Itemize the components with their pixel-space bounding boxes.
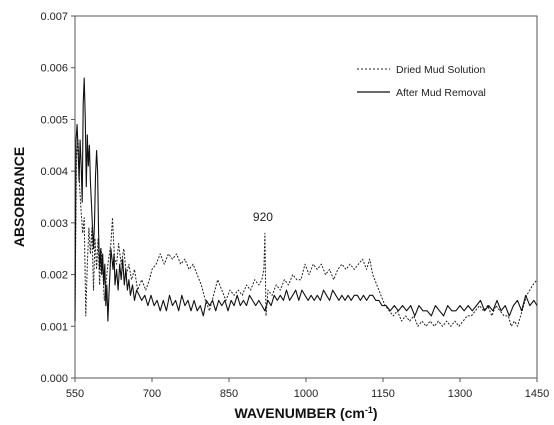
x-tick-label: 700: [143, 388, 161, 400]
y-tick-label: 0.007: [40, 11, 68, 23]
y-tick-label: 0.002: [40, 270, 68, 282]
x-axis-title-superscript: -1: [365, 405, 373, 415]
legend-label-after-mud: After Mud Removal: [396, 87, 486, 99]
legend: Dried Mud Solution After Mud Removal: [357, 64, 486, 99]
plot-area: [74, 15, 538, 379]
x-tick-label: 850: [220, 388, 238, 400]
legend-label-dried-mud: Dried Mud Solution: [396, 64, 485, 76]
y-tick-label: 0.003: [40, 218, 68, 230]
series-layer: [74, 77, 538, 327]
x-axis-title-main: WAVENUMBER (cm: [234, 405, 364, 421]
x-axis-title-end: ): [373, 405, 378, 421]
x-tick-label: 550: [66, 388, 84, 400]
series-line-dried-mud-solution: [74, 139, 538, 327]
annotation-920: 920: [253, 210, 273, 224]
y-tick-label: 0.006: [40, 63, 68, 75]
series-line-after-mud-removal: [74, 77, 538, 322]
x-tick-label: 1300: [448, 388, 472, 400]
y-tick-label: 0.001: [40, 321, 68, 333]
x-tick-label: 1150: [371, 388, 395, 400]
x-axis-title: WAVENUMBER (cm-1): [234, 405, 377, 421]
y-tick-label: 0.004: [40, 166, 68, 178]
x-tick-label: 1000: [294, 388, 318, 400]
y-axis-title: ABSORBANCE: [11, 147, 27, 247]
axis-ticks: 0.000 0.001 0.002 0.003 0.004 0.005 0.006 0.007…: [40, 11, 549, 400]
y-tick-label: 0.005: [40, 114, 68, 126]
y-tick-label: 0.000: [40, 373, 68, 385]
x-tick-label: 1450: [525, 388, 549, 400]
